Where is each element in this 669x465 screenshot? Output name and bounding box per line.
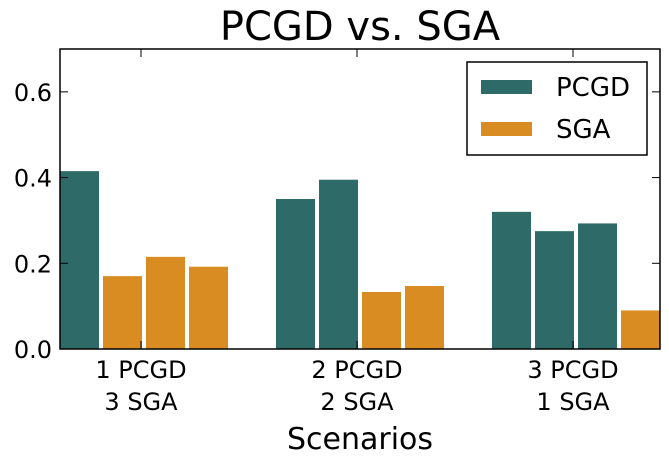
- bar-1-2-sga: [103, 276, 142, 349]
- x-tick-label-1-line-2: 3 SGA: [104, 388, 178, 416]
- bar-3-2-pcgd: [535, 231, 574, 349]
- x-tick-label-3-line-2: 1 SGA: [536, 388, 610, 416]
- legend-swatch-sga: [481, 122, 532, 136]
- bar-2-2-pcgd: [319, 179, 358, 349]
- x-tick-label-2-line-2: 2 SGA: [320, 388, 394, 416]
- x-tick-labels: 1 PCGD 3 SGA 2 PCGD 2 SGA 3 PCGD 1 SGA: [95, 356, 618, 416]
- y-tick-label-1: 0.2: [14, 250, 52, 278]
- bar-3-3-pcgd: [578, 223, 617, 349]
- chart-title: PCGD vs. SGA: [220, 4, 501, 50]
- bar-3-1-pcgd: [492, 211, 531, 349]
- legend-box: [466, 61, 648, 156]
- bar-2-4-sga: [405, 286, 444, 349]
- legend: PCGD SGA: [466, 61, 648, 156]
- legend-label-sga: SGA: [556, 115, 611, 145]
- x-tick-label-2-line-1: 2 PCGD: [311, 356, 402, 384]
- x-tick-label-1-line-1: 1 PCGD: [95, 356, 186, 384]
- bar-2-1-pcgd: [276, 199, 315, 349]
- bars-layer: [60, 171, 660, 349]
- y-tick-label-0: 0.0: [14, 336, 52, 364]
- x-tick-label-3-line-1: 3 PCGD: [527, 356, 618, 384]
- plot-area-frame: [59, 48, 661, 350]
- bar-1-1-pcgd: [60, 171, 99, 349]
- bar-3-4-sga: [621, 310, 660, 349]
- axis-ticks: 0.0 0.2 0.4 0.6: [14, 49, 660, 364]
- legend-swatch-pcgd: [481, 80, 532, 94]
- legend-label-pcgd: PCGD: [556, 73, 630, 103]
- bar-2-3-sga: [362, 292, 401, 349]
- y-tick-label-3: 0.6: [14, 79, 52, 107]
- bar-1-3-sga: [146, 256, 185, 349]
- y-tick-label-2: 0.4: [14, 165, 52, 193]
- x-axis-label: Scenarios: [287, 422, 433, 457]
- bar-1-4-sga: [189, 266, 228, 349]
